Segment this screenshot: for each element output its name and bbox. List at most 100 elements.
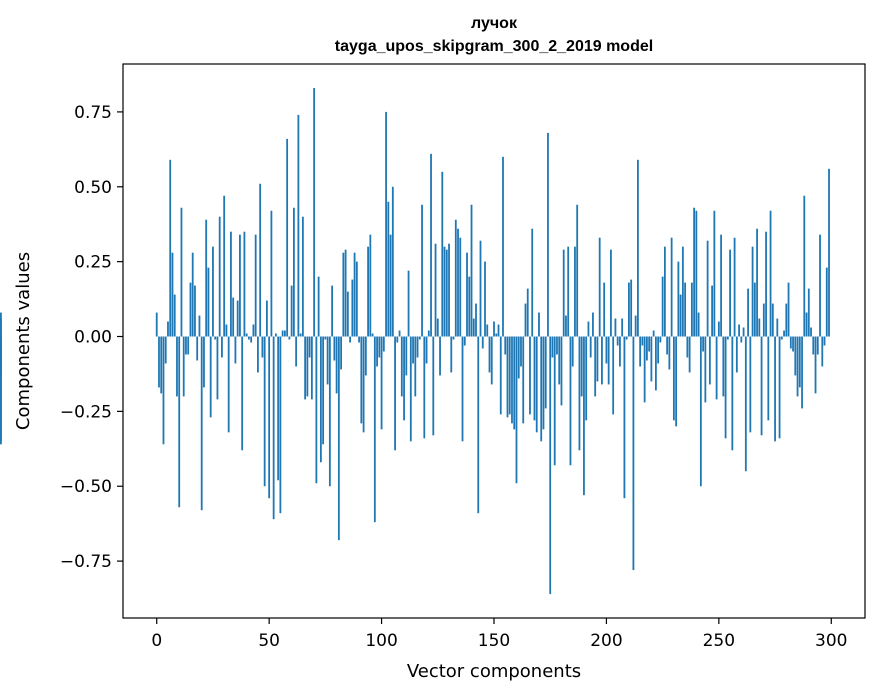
bar bbox=[535, 336, 538, 433]
bar bbox=[504, 336, 507, 355]
bar bbox=[738, 324, 740, 337]
bar bbox=[369, 234, 372, 337]
bar bbox=[178, 336, 181, 508]
bar bbox=[234, 336, 237, 364]
bar bbox=[245, 333, 248, 337]
bar bbox=[355, 261, 358, 337]
bar bbox=[373, 336, 376, 523]
bar bbox=[668, 336, 671, 370]
bar bbox=[542, 336, 545, 430]
bar bbox=[562, 249, 565, 337]
bar bbox=[162, 336, 165, 445]
bar bbox=[207, 267, 210, 337]
bar bbox=[713, 210, 716, 337]
bar bbox=[823, 336, 826, 346]
bar bbox=[306, 336, 309, 397]
bar bbox=[380, 336, 383, 430]
bar bbox=[695, 210, 698, 337]
bar bbox=[470, 204, 473, 337]
bar bbox=[610, 249, 612, 337]
bar bbox=[794, 336, 797, 376]
bar bbox=[596, 336, 599, 382]
bar bbox=[391, 186, 394, 337]
bar bbox=[699, 336, 702, 487]
bar bbox=[735, 336, 738, 373]
bar bbox=[230, 231, 232, 337]
bar bbox=[167, 321, 169, 337]
bar bbox=[371, 333, 374, 337]
bar bbox=[243, 231, 246, 337]
bar bbox=[290, 285, 293, 337]
bar bbox=[670, 237, 673, 337]
bar bbox=[169, 159, 172, 337]
bar bbox=[625, 336, 628, 340]
bar bbox=[198, 315, 201, 337]
bar bbox=[436, 318, 439, 337]
bar bbox=[452, 336, 455, 340]
bar bbox=[272, 336, 275, 520]
bar bbox=[398, 330, 401, 337]
bar bbox=[677, 261, 680, 337]
bar bbox=[457, 228, 459, 337]
bar bbox=[783, 330, 785, 337]
bar bbox=[430, 153, 432, 337]
bar bbox=[160, 336, 163, 394]
bar bbox=[493, 321, 495, 337]
bar bbox=[468, 276, 471, 337]
bar bbox=[191, 252, 194, 337]
bar bbox=[506, 336, 509, 418]
bar bbox=[540, 336, 543, 442]
bar bbox=[459, 237, 462, 337]
bar bbox=[479, 240, 482, 337]
x-tick-label: 100 bbox=[365, 631, 397, 651]
bar bbox=[571, 336, 574, 367]
bar bbox=[565, 315, 567, 337]
bar bbox=[592, 312, 594, 337]
bar bbox=[324, 336, 327, 340]
bar bbox=[594, 336, 597, 397]
bar bbox=[776, 318, 779, 337]
bar bbox=[684, 282, 687, 337]
y-tick-label: −0.25 bbox=[60, 402, 112, 422]
bar bbox=[322, 336, 325, 445]
bar bbox=[353, 252, 356, 337]
y-axis-ticks: −0.75 −0.50 −0.25 0.00 0.25 0.50 0.75 bbox=[60, 103, 123, 572]
bar bbox=[511, 336, 513, 424]
bar bbox=[623, 336, 626, 499]
bar bbox=[266, 300, 268, 337]
bar bbox=[441, 171, 444, 337]
bar bbox=[454, 219, 457, 337]
bar bbox=[646, 336, 648, 361]
bar bbox=[690, 282, 693, 337]
bar bbox=[378, 336, 381, 358]
bar bbox=[248, 336, 250, 340]
bar bbox=[774, 336, 776, 442]
bar bbox=[544, 336, 547, 409]
bar bbox=[553, 336, 556, 466]
bar bbox=[560, 336, 563, 406]
bar bbox=[286, 138, 289, 337]
bar bbox=[439, 336, 441, 376]
bar bbox=[587, 321, 590, 337]
bar bbox=[693, 207, 696, 337]
bar bbox=[362, 336, 365, 433]
bar bbox=[517, 336, 520, 379]
bar bbox=[158, 336, 160, 388]
bar bbox=[434, 243, 437, 337]
bar bbox=[585, 336, 588, 421]
bar bbox=[765, 231, 767, 337]
bar bbox=[475, 303, 477, 337]
bar bbox=[342, 252, 345, 337]
bar bbox=[632, 336, 635, 571]
bar bbox=[268, 336, 271, 499]
bar bbox=[421, 204, 423, 337]
bar bbox=[232, 297, 235, 337]
bar-series bbox=[0, 87, 830, 595]
bar bbox=[292, 207, 295, 337]
x-axis-label: Vector components bbox=[407, 661, 581, 682]
bar bbox=[450, 336, 453, 373]
bar bbox=[688, 336, 691, 373]
y-tick-label: −0.50 bbox=[60, 477, 112, 497]
bar bbox=[236, 300, 239, 337]
bar bbox=[252, 324, 255, 337]
